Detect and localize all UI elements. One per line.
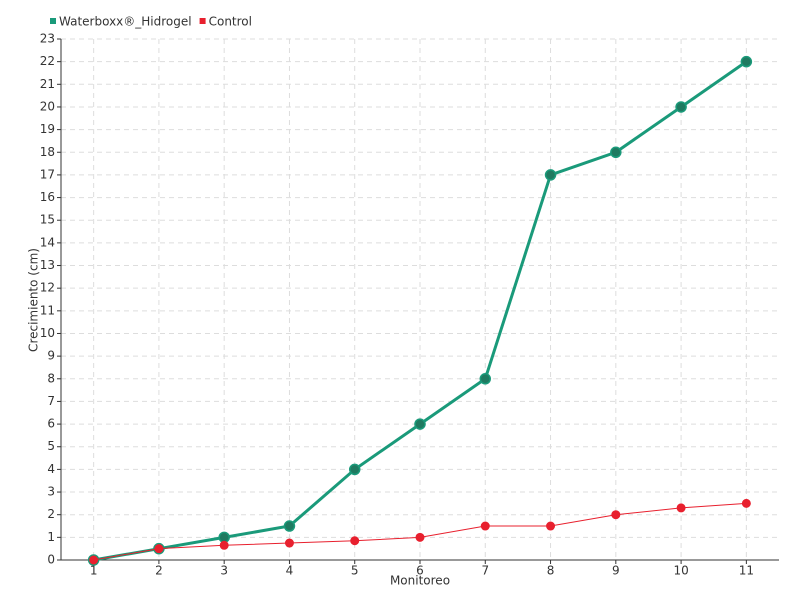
- y-tick-label: 22: [40, 54, 55, 68]
- y-tick-label: 11: [40, 303, 55, 317]
- data-point: [89, 555, 99, 565]
- data-point: [154, 544, 164, 554]
- y-tick-label: 7: [47, 394, 55, 408]
- data-point: [611, 510, 621, 520]
- y-tick-label: 19: [40, 122, 55, 136]
- y-tick-label: 10: [40, 326, 55, 340]
- data-point: [414, 418, 426, 430]
- data-point: [480, 521, 490, 531]
- y-tick-label: 14: [40, 235, 55, 249]
- y-tick-label: 15: [40, 213, 55, 227]
- x-tick-label: 8: [547, 564, 555, 578]
- y-tick-label: 23: [40, 32, 55, 46]
- data-point: [741, 498, 751, 508]
- legend-label: Waterboxx®_Hidrogel: [59, 15, 192, 29]
- y-axis-label: Crecimiento (cm): [27, 248, 41, 352]
- x-tick-label: 9: [612, 564, 620, 578]
- x-tick-label: 4: [286, 564, 294, 578]
- data-point: [544, 169, 557, 181]
- data-point: [610, 146, 622, 159]
- x-tick-label: 3: [220, 564, 228, 578]
- x-axis-label: Monitoreo: [390, 574, 450, 588]
- data-point: [676, 503, 686, 513]
- data-point: [740, 55, 753, 68]
- y-tick-label: 4: [47, 462, 55, 476]
- y-tick-label: 9: [47, 349, 55, 363]
- y-tick-label: 2: [47, 507, 55, 521]
- y-tick-label: 0: [47, 553, 55, 567]
- y-tick-label: 20: [40, 99, 55, 113]
- data-point: [675, 101, 687, 113]
- x-tick-label: 1: [90, 564, 98, 578]
- x-tick-label: 2: [155, 564, 163, 578]
- x-tick-label: 6: [416, 564, 424, 578]
- x-tick-label: 11: [739, 564, 754, 578]
- legend-swatch: [50, 18, 56, 24]
- data-point: [350, 536, 360, 546]
- y-tick-label: 13: [40, 258, 55, 272]
- legend-label: Control: [209, 15, 252, 29]
- legend-swatch: [199, 18, 206, 24]
- x-tick-label: 5: [351, 564, 359, 578]
- y-tick-label: 8: [47, 371, 55, 385]
- y-tick-label: 17: [40, 167, 55, 181]
- y-tick-label: 18: [40, 145, 55, 159]
- y-tick-label: 6: [47, 417, 55, 431]
- y-tick-label: 1: [47, 530, 55, 544]
- y-tick-label: 5: [47, 439, 55, 453]
- x-tick-label: 7: [481, 564, 489, 578]
- y-tick-label: 16: [40, 190, 55, 204]
- x-tick-label: 10: [673, 564, 688, 578]
- y-tick-label: 12: [40, 281, 55, 295]
- data-point: [415, 532, 425, 542]
- data-point: [284, 538, 294, 548]
- data-point: [348, 463, 361, 476]
- data-point: [546, 521, 556, 531]
- y-tick-label: 21: [40, 77, 55, 91]
- data-point: [479, 373, 492, 385]
- data-point: [283, 520, 296, 532]
- data-point: [219, 540, 229, 550]
- y-tick-label: 3: [47, 485, 55, 499]
